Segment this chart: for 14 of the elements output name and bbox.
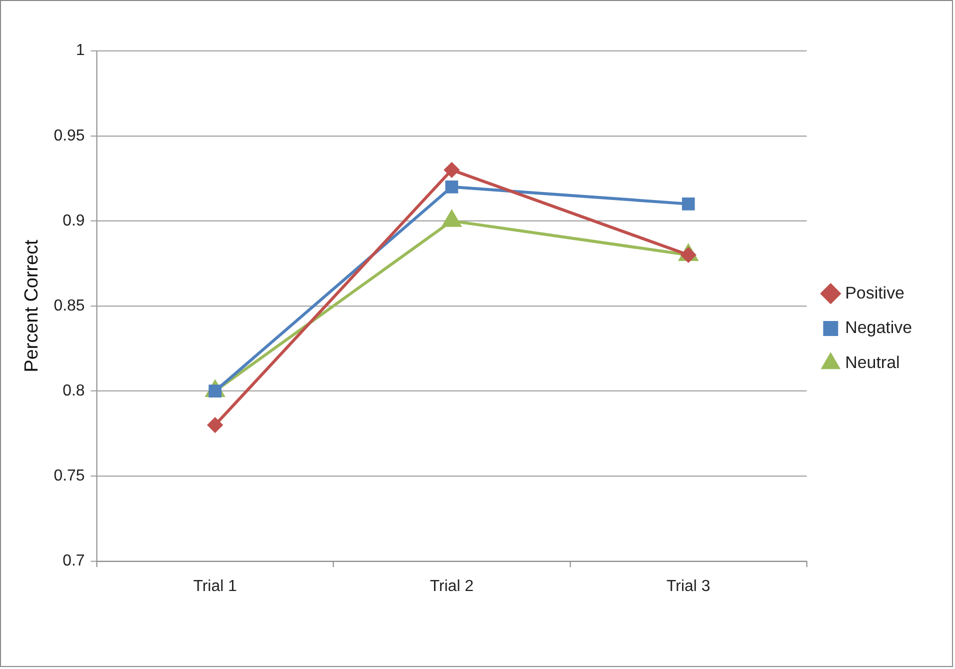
x-tick-label: Trial 2 <box>430 578 474 596</box>
y-tick-label: 0.9 <box>62 212 85 230</box>
y-axis-title: Percent Correct <box>22 238 43 372</box>
x-tick-label: Trial 1 <box>193 578 238 596</box>
legend-label: Neutral <box>845 353 900 372</box>
y-tick-label: 0.85 <box>54 297 85 314</box>
y-tick-label: 0.8 <box>62 382 85 400</box>
legend-label: Positive <box>845 283 904 302</box>
legend-label: Negative <box>845 318 912 338</box>
y-tick-label: 0.95 <box>54 127 85 144</box>
y-tick-label: 1 <box>76 42 85 60</box>
x-tick-label: Trial 3 <box>666 578 710 596</box>
y-tick-label: 0.75 <box>54 467 85 484</box>
y-tick-label: 0.7 <box>62 552 85 570</box>
